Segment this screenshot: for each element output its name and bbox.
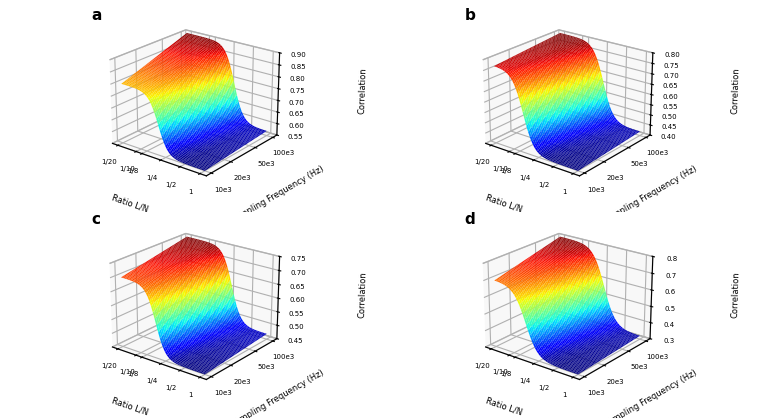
X-axis label: Ratio L/N: Ratio L/N xyxy=(484,396,523,417)
X-axis label: Ratio L/N: Ratio L/N xyxy=(111,396,150,417)
X-axis label: Ratio L/N: Ratio L/N xyxy=(111,192,150,214)
Text: d: d xyxy=(465,212,475,227)
Y-axis label: Sampling Frequency (Hz): Sampling Frequency (Hz) xyxy=(229,164,325,225)
Y-axis label: Sampling Frequency (Hz): Sampling Frequency (Hz) xyxy=(603,164,698,225)
Text: a: a xyxy=(91,8,102,23)
Y-axis label: Sampling Frequency (Hz): Sampling Frequency (Hz) xyxy=(603,368,698,418)
X-axis label: Ratio L/N: Ratio L/N xyxy=(484,192,523,214)
Text: c: c xyxy=(91,212,100,227)
Y-axis label: Sampling Frequency (Hz): Sampling Frequency (Hz) xyxy=(229,368,325,418)
Text: b: b xyxy=(465,8,475,23)
